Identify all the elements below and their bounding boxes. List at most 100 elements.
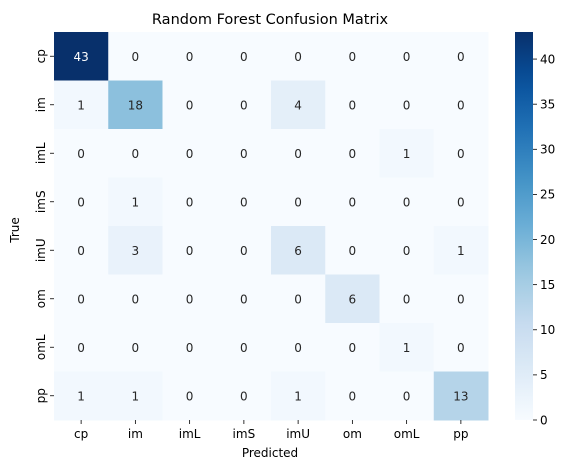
heatmap-cell (433, 80, 489, 130)
cell-value-label: 0 (240, 147, 248, 161)
heatmap-cell (379, 177, 435, 227)
heatmap-cell (216, 129, 272, 178)
heatmap-cell (325, 129, 380, 178)
heatmap-cell (325, 177, 380, 227)
x-axis-ticks: cp im imL imS imU om omL pp (74, 420, 468, 441)
heatmap-cell (216, 371, 272, 421)
cell-value-label: 0 (132, 341, 140, 355)
colorbar-tick-label: 15 (540, 278, 555, 292)
cell-value-label: 0 (240, 341, 248, 355)
cell-value-label: 13 (453, 389, 468, 403)
x-tick-label: imU (286, 427, 310, 441)
colorbar-tick-label: 25 (540, 188, 555, 202)
cell-value-label: 0 (294, 341, 302, 355)
heatmap-cell (108, 80, 163, 130)
cell-value-label: 0 (457, 98, 465, 112)
heatmap-cell (108, 177, 163, 227)
heatmap-cell (271, 274, 326, 324)
y-tick-label: pp (34, 388, 48, 403)
heatmap-cell (379, 371, 435, 421)
cell-value-label: 0 (240, 98, 248, 112)
cell-value-label: 0 (403, 98, 411, 112)
cell-value-label: 0 (294, 147, 302, 161)
y-tick-label: omL (34, 334, 48, 360)
heatmap-cell (162, 371, 218, 421)
heatmap-cell (379, 80, 435, 130)
heatmap-cell (162, 274, 218, 324)
y-tick-label: om (34, 289, 48, 308)
cell-value-label: 0 (457, 292, 465, 306)
heatmap-cell (433, 371, 489, 421)
cell-value-label: 0 (186, 244, 194, 258)
heatmap-cell (433, 226, 489, 275)
heatmap-cell (271, 32, 326, 81)
x-tick-label: imS (233, 427, 256, 441)
cell-value-label: 0 (403, 195, 411, 209)
heatmap-cell (216, 177, 272, 227)
heatmap-cell (379, 323, 435, 372)
x-tick-label: omL (394, 427, 420, 441)
heatmap-cell (433, 323, 489, 372)
cell-value-label: 0 (77, 244, 85, 258)
colorbar: 0 5 10 15 20 25 30 35 40 (515, 32, 555, 427)
heatmap-cell (162, 177, 218, 227)
heatmap-cell (54, 80, 109, 130)
heatmap-cell (433, 32, 489, 81)
colorbar-tick-label: 40 (540, 52, 555, 66)
heatmap-cell (54, 371, 109, 421)
y-tick-label: im (34, 97, 48, 112)
cell-value-label: 1 (403, 147, 411, 161)
y-tick-label: imU (34, 238, 48, 262)
cell-value-label: 0 (457, 147, 465, 161)
heatmap-cell (162, 226, 218, 275)
y-tick-label: imL (34, 142, 48, 164)
cell-value-label: 1 (403, 341, 411, 355)
colorbar-tick-label: 10 (540, 323, 555, 337)
y-axis-label: True (8, 217, 22, 244)
heatmap-cell (325, 32, 380, 81)
heatmap-cell (271, 129, 326, 178)
heatmap-cell (271, 177, 326, 227)
cell-value-label: 0 (186, 195, 194, 209)
cell-value-label: 0 (186, 341, 194, 355)
heatmap-cell (162, 80, 218, 130)
y-tick-label: imS (34, 190, 48, 213)
colorbar-tick-label: 0 (540, 413, 548, 427)
heatmap-cell (108, 129, 163, 178)
cell-value-label: 1 (132, 195, 140, 209)
cell-value-label: 0 (186, 389, 194, 403)
heatmap-cell (216, 323, 272, 372)
cell-value-label: 0 (240, 195, 248, 209)
heatmap-cell (379, 226, 435, 275)
colorbar-tick-label: 20 (540, 233, 555, 247)
cell-value-label: 0 (349, 98, 357, 112)
heatmap-cell (54, 129, 109, 178)
chart-title: Random Forest Confusion Matrix (152, 12, 389, 28)
cell-value-label: 1 (132, 389, 140, 403)
cell-value-label: 0 (186, 147, 194, 161)
heatmap-cell (216, 226, 272, 275)
heatmap-cell (379, 129, 435, 178)
heatmap-cell (325, 323, 380, 372)
heatmap-cell (54, 226, 109, 275)
cell-value-label: 0 (132, 147, 140, 161)
heatmap-cell (271, 323, 326, 372)
heatmap-cell (325, 371, 380, 421)
cell-value-label: 4 (294, 98, 302, 112)
cell-value-label: 0 (240, 244, 248, 258)
x-tick-label: cp (74, 427, 88, 441)
cell-value-label: 0 (457, 341, 465, 355)
heatmap-cell (54, 323, 109, 372)
cell-value-label: 0 (77, 292, 85, 306)
heatmap-cell (162, 129, 218, 178)
cell-value-label: 6 (294, 244, 302, 258)
cell-value-label: 0 (457, 50, 465, 64)
heatmap-cell (216, 274, 272, 324)
cell-value-label: 0 (132, 292, 140, 306)
cell-value-label: 18 (128, 98, 143, 112)
cell-value-label: 0 (294, 195, 302, 209)
cell-value-label: 0 (186, 50, 194, 64)
heatmap-cell (162, 32, 218, 81)
cell-value-label: 0 (349, 244, 357, 258)
colorbar-tick-label: 35 (540, 97, 555, 111)
